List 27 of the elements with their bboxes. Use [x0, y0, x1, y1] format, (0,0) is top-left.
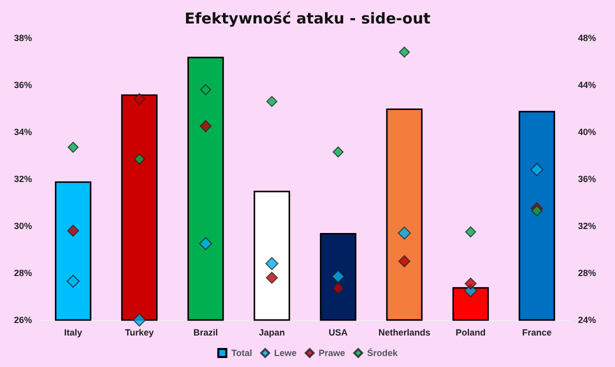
y-tick-label: 30% [14, 221, 32, 231]
x-tick-label: Turkey [124, 328, 154, 338]
y2-tick-label: 40% [578, 127, 596, 137]
y-tick-label: 26% [14, 315, 32, 325]
x-tick-label: Italy [64, 328, 82, 338]
y2-tick-label: 44% [578, 80, 596, 90]
y-tick-label: 32% [14, 174, 32, 184]
y-tick-label: 38% [14, 33, 32, 43]
y-tick-label: 36% [14, 80, 32, 90]
chart-title: Efektywność ataku - side-out [184, 10, 430, 28]
y2-tick-label: 28% [578, 268, 596, 278]
legend-label: Lewe [274, 348, 297, 358]
x-tick-label: USA [328, 328, 348, 338]
y-tick-label: 28% [14, 268, 32, 278]
x-tick-label: France [522, 328, 552, 338]
x-tick-label: Netherlands [378, 328, 430, 338]
legend-label: Prawe [318, 348, 346, 358]
x-tick-label: Japan [258, 328, 285, 338]
legend-label: Środek [367, 348, 399, 358]
y-tick-label: 34% [14, 127, 32, 137]
x-tick-label: Poland [456, 328, 486, 338]
y2-tick-label: 32% [578, 221, 596, 231]
legend-label: Total [231, 348, 252, 358]
y2-tick-label: 24% [578, 315, 596, 325]
y2-tick-label: 48% [578, 33, 596, 43]
x-tick-label: Brazil [193, 328, 218, 338]
y2-tick-label: 36% [578, 174, 596, 184]
